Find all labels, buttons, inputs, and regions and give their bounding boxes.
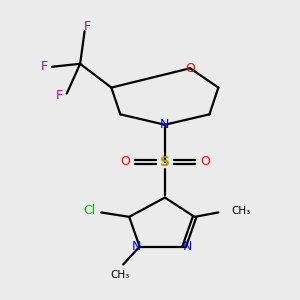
Text: F: F (41, 60, 48, 73)
Text: O: O (185, 62, 195, 75)
Text: N: N (160, 118, 170, 131)
Text: F: F (56, 88, 63, 101)
Text: Cl: Cl (83, 204, 95, 218)
Text: CH₃: CH₃ (111, 270, 130, 280)
Text: O: O (200, 155, 210, 168)
Text: F: F (84, 20, 91, 33)
Text: O: O (120, 155, 130, 168)
Text: N: N (132, 240, 141, 253)
Text: N: N (182, 240, 192, 253)
Text: S: S (160, 155, 170, 169)
Text: CH₃: CH₃ (232, 206, 251, 216)
